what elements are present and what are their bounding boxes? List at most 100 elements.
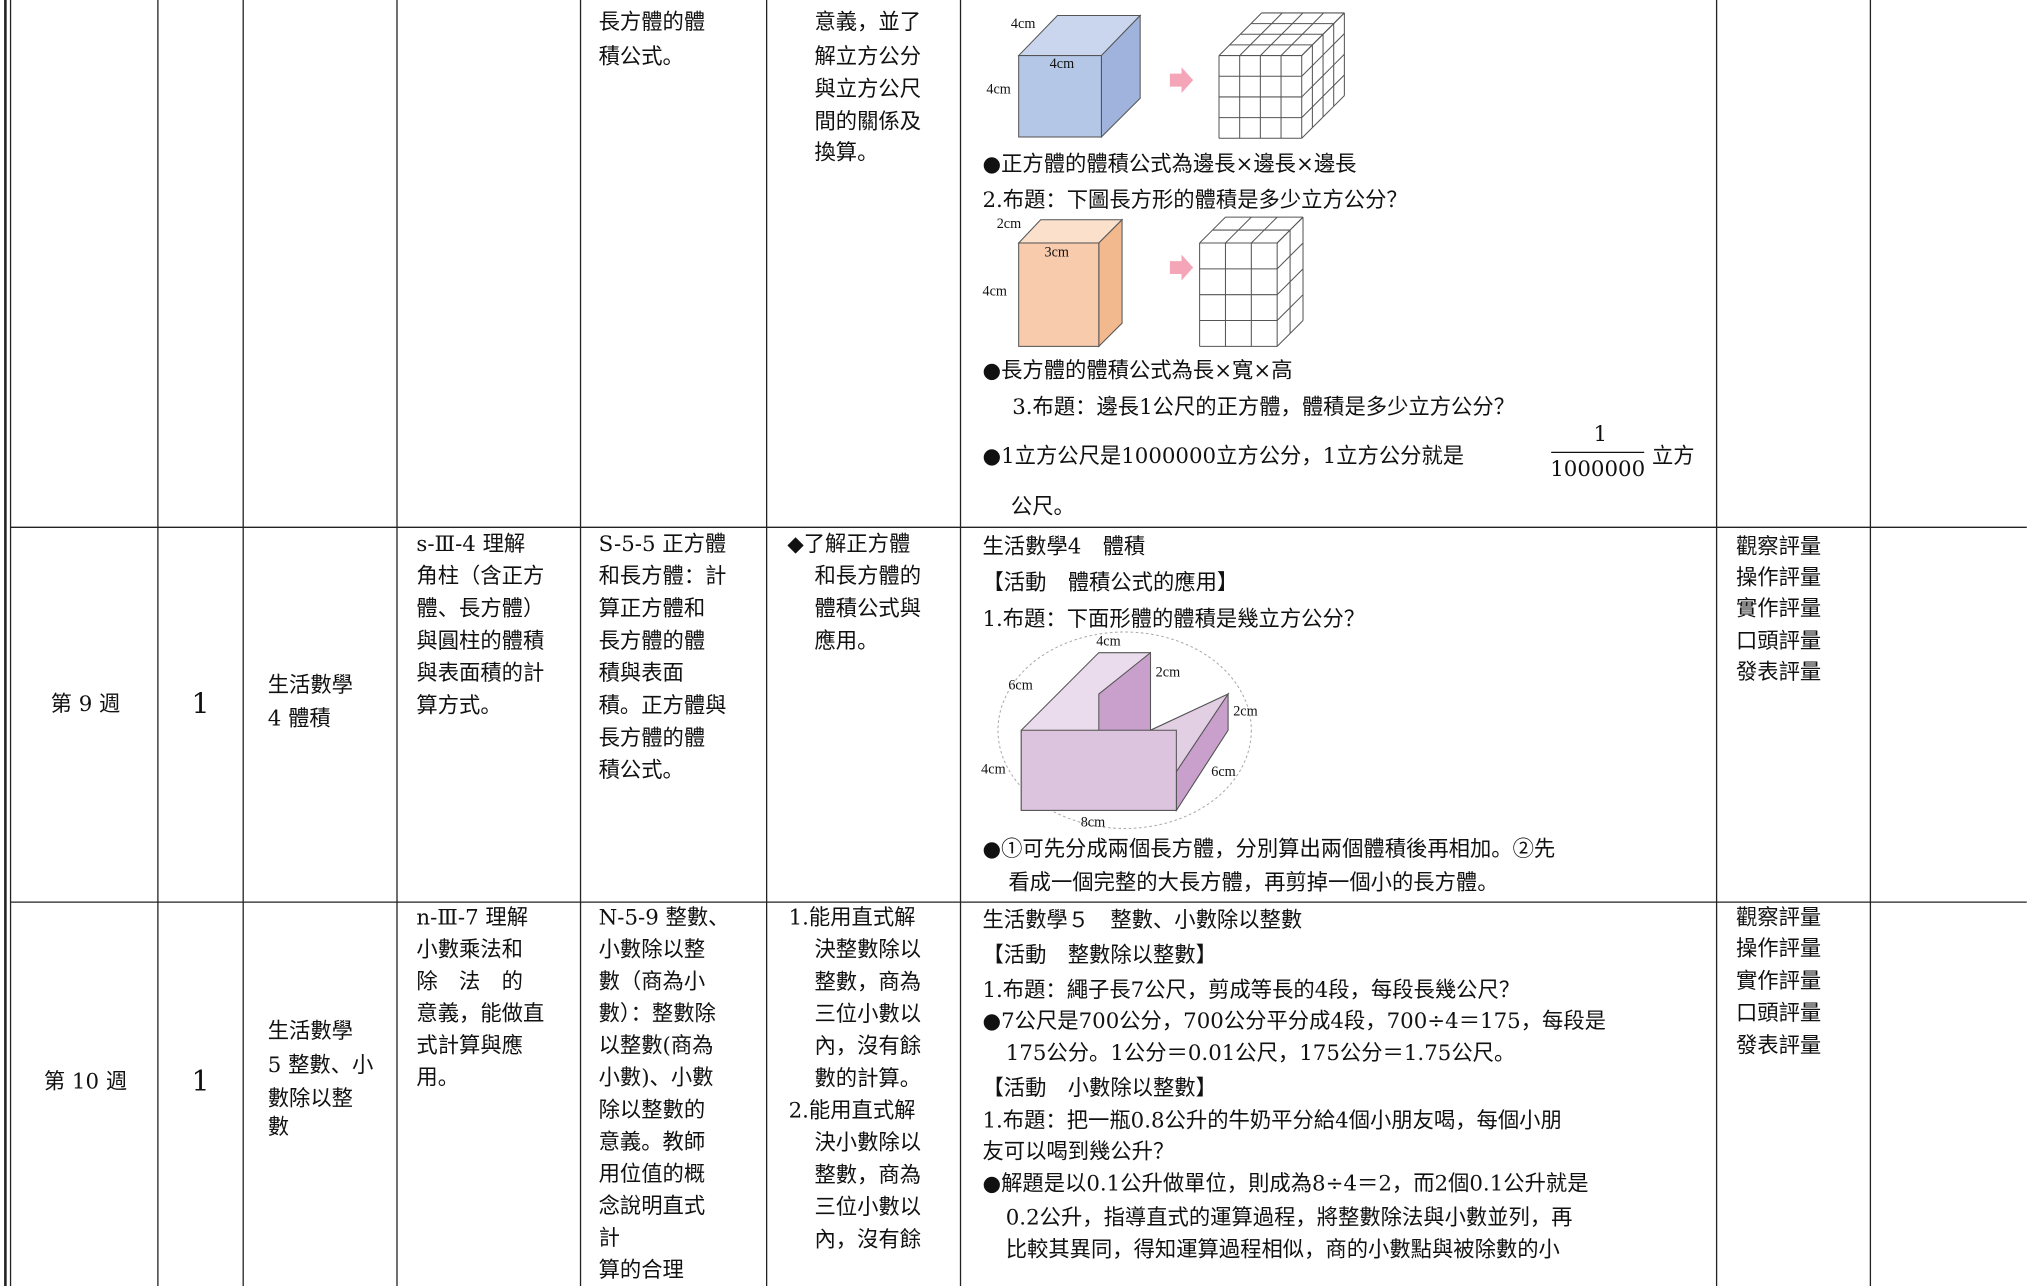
cell-text: 長方體的體 xyxy=(599,726,706,751)
cell-text: 數（商為小 xyxy=(599,970,706,995)
cube-front xyxy=(1018,55,1102,138)
cell-text: s-Ⅲ-4 理解 xyxy=(416,532,525,557)
grid-line xyxy=(1291,33,1303,46)
cell-text: ●正方體的體積公式為邊長×邊長×邊長 xyxy=(982,152,1356,177)
cell-text: 式計算與應 xyxy=(416,1033,523,1059)
cell-text: 0.2公升，指導直式的運算過程，將整數除法與小數並列，再 xyxy=(1006,1205,1573,1230)
grid-line xyxy=(1289,294,1304,308)
cell-text: 4cm xyxy=(986,82,1010,98)
grid-line xyxy=(1301,127,1313,139)
cell-text: 數的計算。 xyxy=(814,1066,921,1091)
solid-front xyxy=(1020,729,1177,811)
grid-line xyxy=(1250,229,1265,244)
cell-text: 4cm xyxy=(1096,634,1120,650)
grid-line xyxy=(1271,12,1283,24)
cell-text: 用。 xyxy=(416,1066,459,1091)
cell-text: 4cm xyxy=(981,762,1005,778)
grid-line xyxy=(1250,12,1263,24)
cell-text: 公尺。 xyxy=(1011,494,1075,519)
cell-text: 體積公式與 xyxy=(814,597,921,622)
cell-text: 1.布題：下面形體的體積是幾立方公分？ xyxy=(982,607,1365,632)
cell-text: 換算。 xyxy=(814,140,878,165)
grid-line xyxy=(1239,23,1252,35)
cell-text: 生活數學4 體積 xyxy=(982,535,1145,560)
grid-line xyxy=(1225,229,1239,244)
cell-text: 長方體的體 xyxy=(599,10,706,35)
cell-text: 算方式。 xyxy=(416,693,501,718)
cell-text: 算的合理 xyxy=(599,1258,684,1283)
grid-line xyxy=(1289,268,1304,283)
cell-text: 決小數除以 xyxy=(814,1131,921,1156)
cell-text: N-5-9 整數、 xyxy=(599,905,730,930)
grid-line xyxy=(1276,333,1291,347)
grid-line xyxy=(1239,44,1251,56)
cell-text: 小數)、小數 xyxy=(599,1066,714,1091)
cell-text: 175公分。1公分＝0.01公尺，175公分＝1.75公尺。 xyxy=(1006,1041,1516,1066)
cell-text: 1.能用直式解 xyxy=(789,905,916,930)
cell-text: 內，沒有餘 xyxy=(814,1227,921,1252)
cell-text: 意義。教師 xyxy=(599,1130,706,1155)
cell-text: 與圓柱的體積 xyxy=(416,629,544,654)
grid-line xyxy=(1218,44,1231,56)
cell-text: 2cm xyxy=(1156,665,1180,681)
cell-text: 4 體積 xyxy=(268,706,331,731)
cell-text: 口頭評量 xyxy=(1736,629,1821,654)
cell-text: 3.布題：邊長1公尺的正方體，體積是多少立方公分？ xyxy=(1012,395,1515,420)
cell-text: 6cm xyxy=(1008,678,1032,694)
cell-text: 應用。 xyxy=(814,628,878,654)
cell-text: 1.布題：繩子長7公尺，剪成等長的4段，每段長幾公尺？ xyxy=(982,978,1520,1003)
cell-text: 8cm xyxy=(1081,815,1105,831)
grid-line xyxy=(1238,216,1252,231)
grid-line xyxy=(1312,54,1324,66)
cell-text: 5 整數、小 xyxy=(268,1053,374,1078)
cell-text: 間的關係及 xyxy=(814,109,921,134)
cell-text: 1000000 xyxy=(1550,457,1645,482)
cell-text: ◆了解正方體 xyxy=(787,532,910,557)
cell-text: 體、長方體） xyxy=(416,597,544,622)
cell-text: 小數除以整 xyxy=(599,937,706,962)
cell-text: 1.布題：把一瓶0.8公升的牛奶平分給4個小朋友喝，每個小朋 xyxy=(982,1108,1561,1133)
cell-text: ●①可先分成兩個長方體，分別算出兩個體積後再相加。②先 xyxy=(982,837,1555,862)
cell-text: 以整數(商為 xyxy=(599,1034,714,1059)
cell-text: 操作評量 xyxy=(1736,566,1821,591)
cell-text: 內，沒有餘 xyxy=(814,1034,921,1059)
cell-text: 積公式。 xyxy=(599,758,684,783)
cell-text: 與立方公尺 xyxy=(814,77,921,102)
cell-text: 比較其異同，得知運算過程相似，商的小數點與被除數的小 xyxy=(1006,1238,1560,1263)
grid-line xyxy=(1322,105,1335,118)
cell-text: 積與表面 xyxy=(599,661,684,686)
cell-text: 看成一個完整的大長方體，再剪掉一個小的長方體。 xyxy=(1008,871,1498,896)
cell-text: 【活動 小數除以整數】 xyxy=(982,1076,1216,1101)
cell-text: 算正方體和 xyxy=(599,597,706,622)
unit-grids xyxy=(1199,12,1345,347)
cell-text: 意義，並了 xyxy=(814,10,921,35)
grid-line xyxy=(1322,64,1335,76)
cell-text: 4cm xyxy=(982,283,1006,299)
cell-text: 發表評量 xyxy=(1736,660,1821,685)
grid-line xyxy=(1276,307,1291,321)
cell-text: 4cm xyxy=(1050,56,1074,72)
grid-line xyxy=(1263,216,1278,231)
cell-text: 6cm xyxy=(1211,764,1235,780)
cell-text: 意義，能做直 xyxy=(416,1002,544,1027)
cell-text: ●長方體的體積公式為長×寬×高 xyxy=(982,359,1292,384)
cell-text: 數 xyxy=(268,1115,289,1140)
grid-line xyxy=(1333,33,1345,45)
grid-line xyxy=(1229,33,1241,46)
grid-line xyxy=(1289,320,1304,334)
cell-text: n-Ⅲ-7 理解 xyxy=(416,905,528,930)
cell-text: 和長方體：計 xyxy=(599,564,727,589)
cell-text: 第 9 週 xyxy=(51,692,121,717)
grid-line xyxy=(1312,95,1324,108)
cell-text: 計 xyxy=(599,1226,620,1251)
grid-line xyxy=(1301,106,1313,118)
cell-text: 整數，商為 xyxy=(814,970,921,995)
cell-text: 發表評量 xyxy=(1736,1033,1821,1058)
cell-text: 立方 xyxy=(1652,444,1695,469)
cell-text: 觀察評量 xyxy=(1736,535,1821,560)
cell-text: 2cm xyxy=(1233,703,1257,719)
grid-line xyxy=(1322,23,1335,35)
